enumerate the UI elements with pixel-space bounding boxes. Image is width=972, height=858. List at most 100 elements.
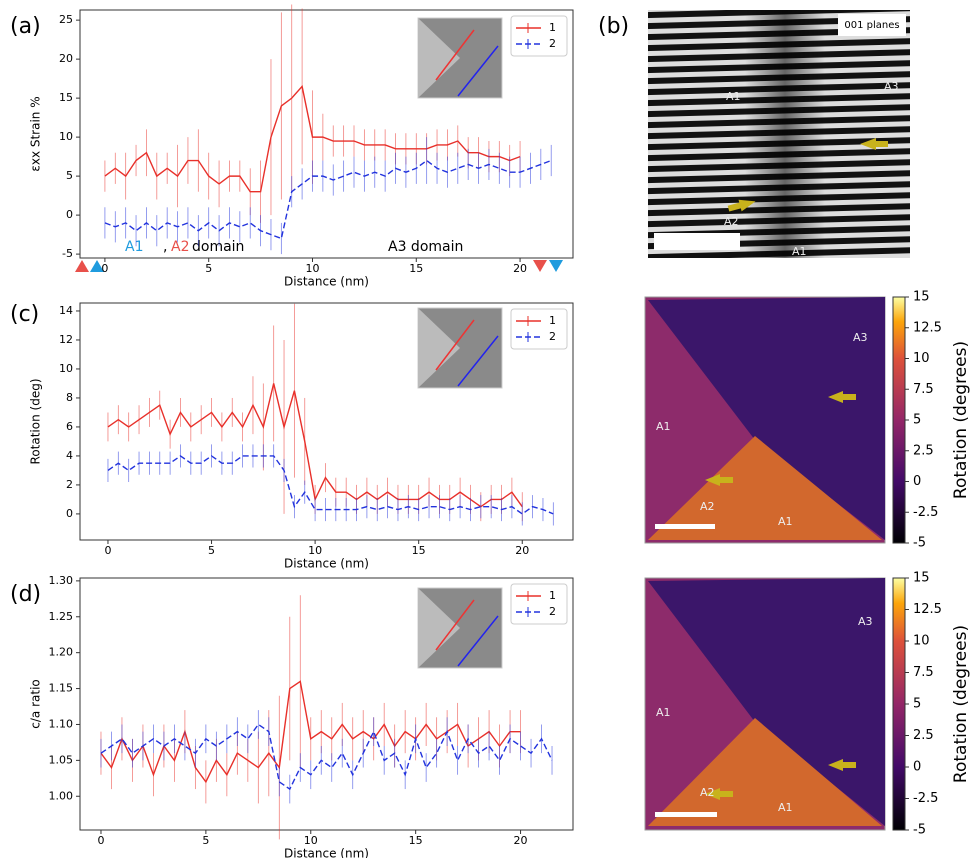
series-line [104, 159, 552, 240]
x-tick-label: 15 [409, 834, 423, 847]
colorbar-tick-label: 10 [913, 351, 930, 366]
colorbar-tick-label: 2.5 [913, 728, 934, 743]
inset-image [418, 308, 460, 388]
y-tick-label: 15 [59, 91, 73, 104]
legend [510, 583, 568, 625]
x-tick-label: 20 [513, 262, 527, 275]
series-line [107, 455, 554, 515]
colorbar-tick-label: 2.5 [913, 443, 934, 458]
x-tick-label: 15 [412, 544, 426, 557]
legend-label: 1 [549, 314, 556, 327]
y-tick-label: 2 [66, 478, 73, 491]
image-label: 001 planes [844, 20, 899, 31]
plot-frame [79, 577, 574, 831]
x-axis-label: Distance (nm) [284, 275, 369, 289]
panel-label: (a) [10, 14, 41, 39]
image-label: A1 [778, 515, 793, 528]
y-tick-label: 0 [66, 507, 73, 520]
image-label: A3 [853, 331, 868, 344]
colorbar [892, 296, 906, 544]
colorbar-tick-label: 5 [913, 697, 921, 712]
colorbar-tick-label: 5 [913, 413, 921, 428]
y-tick-label: 1.05 [49, 753, 74, 766]
image-label: A1 [792, 245, 807, 258]
annotation: A2 [171, 239, 189, 255]
x-tick-label: 10 [304, 834, 318, 847]
panel-label: (d) [10, 582, 42, 607]
x-tick-label: 5 [208, 544, 215, 557]
y-tick-label: 10 [59, 130, 73, 143]
colorbar-tick-label: -2.5 [913, 791, 938, 806]
inset-image [418, 588, 460, 668]
legend-label: 1 [549, 21, 556, 34]
legend [510, 15, 568, 57]
inset-arrow [457, 45, 499, 97]
y-tick-label: 8 [66, 391, 73, 404]
marker [549, 260, 563, 272]
y-axis-label: εxx Strain % [29, 96, 43, 171]
image-label: A2 [700, 500, 715, 513]
x-tick-label: 10 [308, 544, 322, 557]
legend-label: 1 [549, 589, 556, 602]
rotation-map [644, 577, 886, 831]
y-tick-label: 0 [66, 208, 73, 221]
x-tick-label: 0 [101, 262, 108, 275]
y-tick-label: 10 [59, 362, 73, 375]
colorbar-tick-label: 15 [913, 571, 930, 586]
x-tick-label: 0 [97, 834, 104, 847]
inset-arrow [435, 29, 475, 81]
inset-arrow [435, 599, 475, 651]
x-tick-label: 15 [409, 262, 423, 275]
y-tick-label: 6 [66, 420, 73, 433]
y-tick-label: 1.10 [49, 717, 74, 730]
x-tick-label: 10 [305, 262, 319, 275]
colorbar [892, 577, 906, 831]
marker [75, 260, 89, 272]
x-tick-label: 20 [514, 834, 528, 847]
colorbar-tick-label: -5 [913, 823, 926, 838]
plot-frame [79, 302, 574, 541]
y-tick-label: 12 [59, 333, 73, 346]
y-tick-label: 4 [66, 449, 73, 462]
y-tick-label: 20 [59, 52, 73, 65]
image-label: A1 [778, 801, 793, 814]
y-axis-label: c/a ratio [29, 679, 43, 728]
series-line [104, 84, 521, 193]
colorbar-tick-label: 7.5 [913, 382, 934, 397]
y-tick-label: 14 [59, 304, 73, 317]
colorbar-tick-label: 15 [913, 290, 930, 305]
colorbar-label: Rotation (degrees) [951, 341, 971, 499]
marker [90, 260, 104, 272]
colorbar-tick-label: -2.5 [913, 505, 938, 520]
y-tick-label: 1.30 [49, 574, 74, 587]
inset-arrow [457, 335, 499, 387]
image-label: A1 [656, 706, 671, 719]
image-label: A3 [858, 615, 873, 628]
colorbar-tick-label: 0 [913, 760, 921, 775]
colorbar-tick-label: -5 [913, 536, 926, 551]
x-axis-label: Distance (nm) [284, 847, 369, 858]
image-label: A1 [726, 90, 741, 103]
legend-label: 2 [549, 605, 556, 618]
colorbar-tick-label: 7.5 [913, 665, 934, 680]
colorbar-tick-label: 12.5 [913, 602, 942, 617]
y-tick-label: 1.00 [49, 789, 74, 802]
image-label: A3 [884, 80, 899, 93]
annotation: A1 [125, 239, 143, 255]
y-tick-label: 25 [59, 13, 73, 26]
image-label: A2 [700, 786, 715, 799]
y-tick-label: -5 [62, 247, 73, 260]
colorbar-tick-label: 12.5 [913, 320, 942, 335]
x-tick-label: 5 [205, 262, 212, 275]
tem-image [648, 10, 910, 258]
colorbar-label: Rotation (degrees) [951, 625, 971, 783]
inset-arrow [457, 615, 499, 667]
x-tick-label: 5 [202, 834, 209, 847]
marker [533, 260, 547, 272]
x-axis-label: Distance (nm) [284, 557, 369, 571]
panel-label: (c) [10, 302, 40, 327]
y-tick-label: 1.20 [49, 646, 74, 659]
annotation: , [163, 239, 167, 255]
legend-label: 2 [549, 37, 556, 50]
